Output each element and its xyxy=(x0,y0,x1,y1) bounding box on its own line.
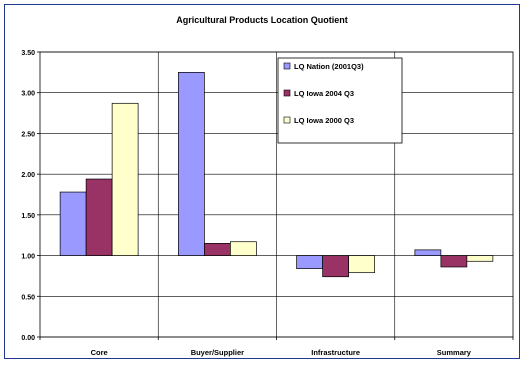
bar-infrastructure-series-3 xyxy=(348,255,375,274)
x-category-label: Infrastructure xyxy=(311,348,360,357)
legend-label: LQ Iowa 2000 Q3 xyxy=(294,116,354,125)
bar-infrastructure-series-2 xyxy=(322,255,349,278)
legend-label: LQ Iowa 2004 Q3 xyxy=(294,89,354,98)
y-tick-label: 3.50 xyxy=(21,50,35,57)
x-category-label: Core xyxy=(91,348,108,357)
bar-summary-series-2 xyxy=(440,255,468,268)
legend-label: LQ Nation (2001Q3) xyxy=(294,62,364,71)
y-tick-label: 3.00 xyxy=(21,91,35,98)
y-tick-label: 0.50 xyxy=(21,294,35,301)
bar-summary-series-1 xyxy=(414,249,442,256)
y-tick-label: 1.50 xyxy=(21,213,35,220)
bar-core-series-3 xyxy=(111,102,139,256)
chart-frame: Agricultural Products Location Quotient … xyxy=(4,4,520,359)
x-category-label: Summary xyxy=(437,348,472,357)
bar-core-series-1 xyxy=(59,191,87,256)
x-category-label: Buyer/Supplier xyxy=(191,348,244,357)
y-tick-label: 2.00 xyxy=(21,172,35,179)
bar-buyer-supplier-series-3 xyxy=(230,241,257,256)
bar-summary-series-3 xyxy=(466,255,494,262)
chart: Agricultural Products Location Quotient … xyxy=(21,15,514,357)
chart-title: Agricultural Products Location Quotient xyxy=(176,15,348,25)
y-tick-label: 0.00 xyxy=(21,335,35,342)
y-tick-label: 1.00 xyxy=(21,254,35,261)
bar-buyer-supplier-series-1 xyxy=(178,72,205,256)
bar-buyer-supplier-series-2 xyxy=(204,243,231,256)
legend-box xyxy=(277,57,403,144)
y-tick-label: 2.50 xyxy=(21,131,35,138)
legend-swatch xyxy=(283,116,291,124)
bar-core-series-2 xyxy=(85,178,113,256)
legend-swatch xyxy=(283,89,291,97)
bar-infrastructure-series-1 xyxy=(296,255,323,269)
legend-swatch xyxy=(283,62,291,70)
